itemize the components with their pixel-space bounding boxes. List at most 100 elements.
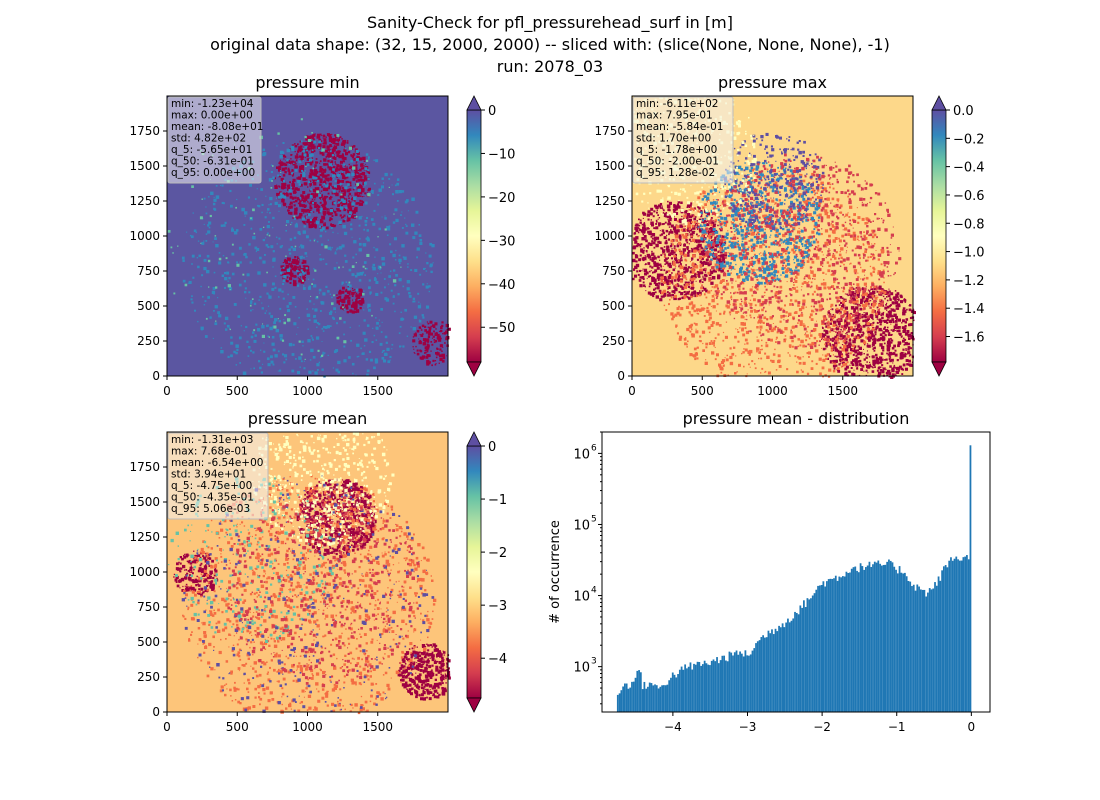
heatmap-cell: [359, 191, 363, 195]
heatmap-cell: [349, 201, 353, 205]
heatmap-cell: [411, 223, 415, 227]
heatmap-cell: [849, 326, 853, 330]
heatmap-cell: [394, 284, 397, 287]
heatmap-cell: [288, 184, 291, 186]
heatmap-cell: [275, 197, 278, 199]
heatmap-cell: [439, 357, 443, 362]
heatmap-cell: [764, 285, 766, 288]
heatmap-cell: [871, 254, 875, 257]
heatmap-cell: [304, 145, 308, 149]
heatmap-cell: [889, 313, 891, 315]
heatmap-cell: [332, 367, 335, 369]
heatmap-cell: [676, 332, 679, 335]
heatmap-cell: [362, 191, 364, 193]
heatmap-cell: [673, 211, 676, 213]
heatmap-cell: [329, 150, 332, 153]
heatmap-cell: [647, 242, 650, 245]
heatmap-cell: [746, 315, 748, 317]
heatmap-cell: [309, 201, 313, 205]
heatmap-cell: [281, 185, 284, 188]
heatmap-cell: [861, 287, 865, 291]
heatmap-cell: [906, 330, 910, 333]
heatmap-cell: [863, 312, 865, 314]
heatmap-cell: [656, 276, 660, 280]
heatmap-cell: [312, 176, 316, 180]
heatmap-cell: [776, 300, 778, 302]
heatmap-cell: [679, 238, 682, 241]
heatmap-cell: [679, 244, 682, 247]
heatmap-cell: [354, 150, 357, 153]
heatmap-cell: [318, 171, 320, 173]
heatmap-cell: [659, 298, 663, 302]
heatmap-cell: [358, 237, 361, 240]
heatmap-cell: [699, 280, 702, 283]
heatmap-cell: [342, 219, 346, 223]
heatmap-cell: [348, 188, 352, 191]
heatmap-cell: [331, 246, 333, 249]
heatmap-cell: [707, 220, 709, 222]
heatmap-cell: [904, 325, 907, 327]
heatmap-cell: [354, 169, 358, 173]
heatmap-cell: [901, 322, 903, 324]
heatmap-cell: [291, 161, 294, 164]
heatmap-cell: [689, 288, 691, 290]
heatmap-cell: [867, 295, 871, 299]
heatmap-cell: [441, 353, 445, 358]
heatmap-cell: [284, 167, 288, 170]
heatmap-cell: [686, 291, 689, 294]
heatmap-cell: [665, 237, 667, 240]
heatmap-cell: [866, 343, 869, 345]
heatmap-cell: [766, 283, 768, 286]
heatmap-cell: [311, 157, 313, 159]
heatmap-cell: [426, 360, 430, 364]
heatmap-cell: [684, 281, 688, 284]
heatmap-cell: [908, 337, 911, 340]
heatmap-cell: [368, 350, 372, 353]
heatmap-cell: [741, 328, 744, 332]
heatmap-cell: [416, 352, 420, 356]
heatmap-cell: [789, 303, 792, 306]
heatmap-cell: [711, 321, 715, 325]
heatmap-cell: [685, 264, 687, 266]
heatmap-cell: [278, 174, 281, 178]
heatmap-cell: [355, 202, 359, 205]
heatmap-cell: [784, 338, 787, 341]
heatmap-cell: [887, 340, 891, 343]
heatmap-cell: [285, 158, 287, 160]
heatmap-cell: [425, 338, 430, 342]
heatmap-cell: [806, 352, 809, 355]
heatmap-cell: [293, 201, 295, 203]
heatmap-cell: [797, 338, 800, 341]
heatmap-cell: [666, 285, 669, 288]
heatmap-cell: [354, 210, 357, 212]
heatmap-cell: [712, 269, 716, 273]
heatmap-cell: [888, 305, 891, 308]
heatmap-cell: [692, 304, 696, 308]
heatmap-cell: [641, 237, 645, 241]
heatmap-cell: [677, 201, 681, 204]
heatmap-cell: [797, 246, 800, 249]
heatmap-cell: [652, 215, 655, 218]
heatmap-cell: [290, 262, 293, 265]
heatmap-cell: [291, 275, 294, 278]
heatmap-cell: [836, 331, 840, 335]
heatmap-cell: [202, 296, 204, 298]
heatmap-cell: [313, 173, 318, 177]
heatmap-cell: [263, 226, 265, 228]
heatmap-cell: [893, 344, 896, 348]
heatmap-cell: [282, 162, 286, 166]
heatmap-cell: [286, 305, 290, 308]
heatmap-cell: [327, 174, 330, 177]
heatmap-cell: [440, 329, 443, 333]
heatmap-cell: [657, 218, 659, 220]
heatmap-cell: [335, 151, 338, 154]
heatmap-cell: [192, 276, 195, 279]
heatmap-cell: [272, 282, 275, 286]
heatmap-cell: [699, 248, 702, 251]
heatmap-cell: [762, 321, 765, 324]
heatmap-cell: [791, 326, 795, 329]
heatmap-cell: [274, 286, 277, 289]
heatmap-cell: [257, 271, 261, 275]
heatmap-cell: [694, 239, 698, 243]
heatmap-cell: [301, 196, 305, 200]
